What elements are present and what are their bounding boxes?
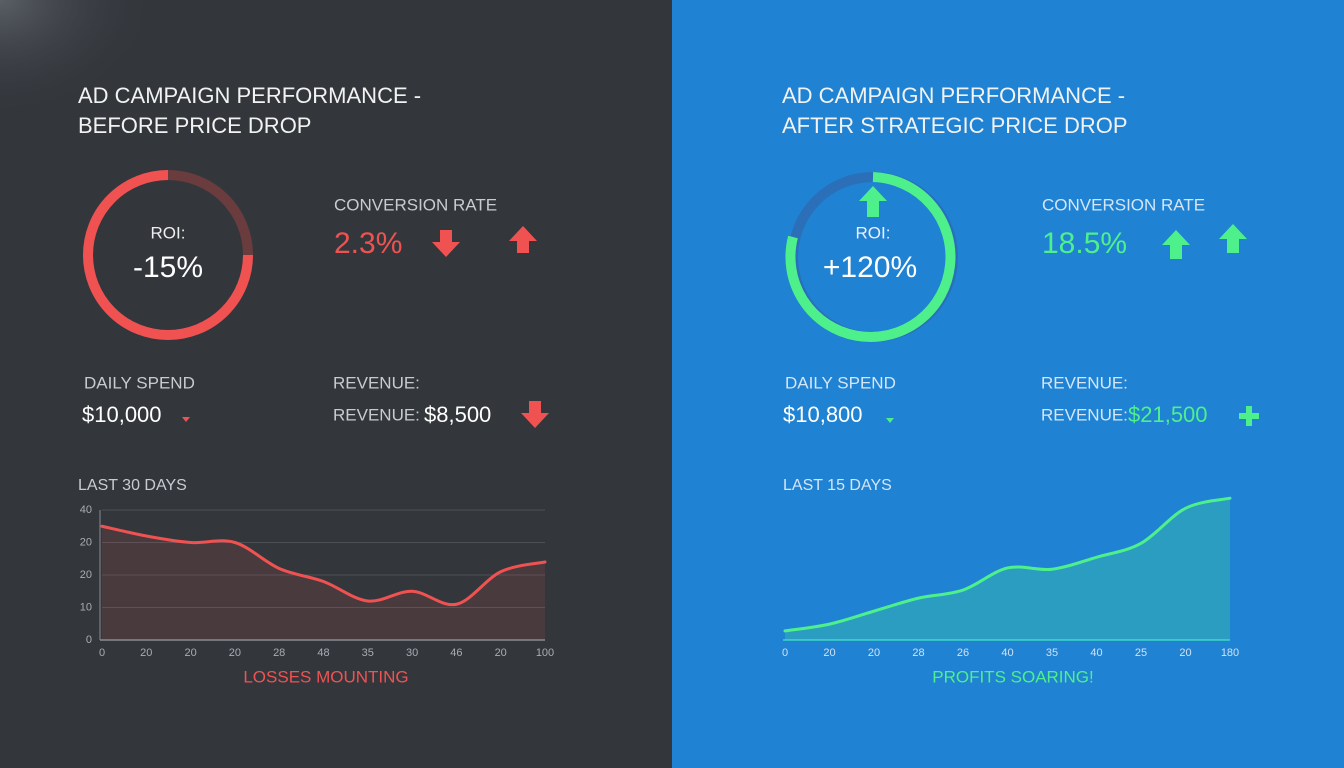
x-tick-label: 40 [1001, 647, 1013, 659]
conversion-value: 18.5% [1042, 227, 1127, 260]
revenue-inline-label: REVENUE: [1041, 405, 1128, 424]
roi-label: ROI: [856, 223, 891, 242]
roi-value: -15% [133, 251, 203, 284]
title-line: AD CAMPAIGN PERFORMANCE - [78, 83, 421, 108]
revenue-value: $21,500 [1128, 402, 1208, 427]
x-tick-label: 100 [536, 647, 554, 659]
line [100, 524, 547, 607]
title-line: AD CAMPAIGN PERFORMANCE - [782, 83, 1125, 108]
up-arrow [509, 226, 537, 253]
x-tick-label: 35 [1046, 647, 1058, 659]
down-arrow [521, 401, 549, 428]
x-tick-label: 30 [406, 647, 418, 659]
caption: PROFITS SOARING! [932, 667, 1094, 686]
y-tick-label: 20 [80, 569, 92, 581]
ring-arc [785, 172, 956, 342]
down-marker [182, 417, 190, 422]
x-tick-label: 25 [1135, 647, 1147, 659]
x-tick-label: 20 [184, 647, 196, 659]
plus-icon [1239, 406, 1259, 426]
chart-title: LAST 30 DAYS [78, 477, 187, 494]
title-line: AFTER STRATEGIC PRICE DROP [782, 113, 1128, 138]
up-arrow [1219, 224, 1247, 253]
x-tick-label: 28 [273, 647, 285, 659]
daily-spend-value: $10,800 [783, 402, 863, 427]
x-tick-label: 180 [1221, 647, 1239, 659]
revenue-value: $8,500 [424, 402, 491, 427]
down-arrow [432, 230, 460, 257]
chart-title: LAST 15 DAYS [783, 477, 892, 494]
line [783, 496, 1232, 633]
x-tick-label: 48 [317, 647, 329, 659]
roi-label: ROI: [151, 223, 186, 242]
ring-arc [83, 170, 253, 340]
down-marker [886, 418, 894, 423]
daily-spend-value: $10,000 [82, 402, 162, 427]
revenue-inline-label: REVENUE: [333, 405, 420, 424]
x-tick-label: 46 [450, 647, 462, 659]
x-tick-label: 20 [1179, 647, 1191, 659]
conversion-label: CONVERSION RATE [334, 195, 497, 214]
x-tick-label: 40 [1090, 647, 1102, 659]
conversion-value: 2.3% [334, 227, 402, 260]
roi-value: +120% [823, 251, 917, 284]
y-tick-label: 0 [86, 634, 92, 646]
x-tick-label: 35 [362, 647, 374, 659]
area [102, 526, 545, 640]
x-tick-label: 20 [823, 647, 835, 659]
daily-spend-label: DAILY SPEND [84, 373, 195, 392]
x-tick-label: 26 [957, 647, 969, 659]
revenue-label: REVENUE: [333, 373, 420, 392]
daily-spend-label: DAILY SPEND [785, 373, 896, 392]
up-arrow [859, 186, 887, 217]
up-arrow [1162, 230, 1190, 259]
caption: LOSSES MOUNTING [243, 667, 408, 686]
x-tick-label: 20 [495, 647, 507, 659]
glow [0, 0, 160, 120]
revenue-label: REVENUE: [1041, 373, 1128, 392]
conversion-label: CONVERSION RATE [1042, 195, 1205, 214]
y-tick-label: 10 [80, 601, 92, 613]
x-tick-label: 20 [229, 647, 241, 659]
y-tick-label: 20 [80, 536, 92, 548]
y-tick-label: 40 [80, 504, 92, 516]
x-tick-label: 0 [782, 647, 788, 659]
title-line: BEFORE PRICE DROP [78, 113, 311, 138]
x-tick-label: 0 [99, 647, 105, 659]
x-tick-label: 28 [912, 647, 924, 659]
x-tick-label: 20 [140, 647, 152, 659]
x-tick-label: 20 [868, 647, 880, 659]
